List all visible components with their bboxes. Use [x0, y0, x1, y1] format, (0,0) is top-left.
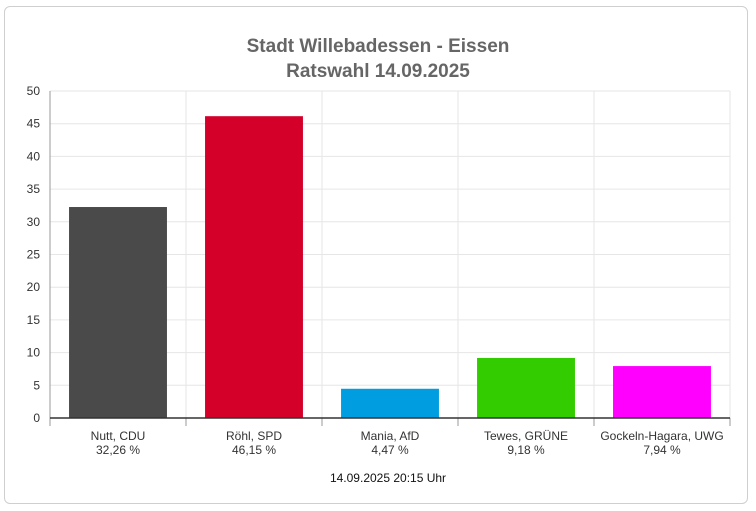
y-tick-label: 40	[27, 149, 41, 163]
y-tick-label: 45	[27, 117, 41, 131]
y-axis: 0 5 10 15 20 25 30 35 40 45 50	[27, 84, 51, 425]
y-tick-label: 10	[27, 346, 41, 360]
value-label: 9,18 %	[507, 443, 545, 457]
x-tick-label: Röhl, SPD	[226, 429, 282, 443]
y-tick-label: 15	[27, 313, 41, 327]
value-label: 7,94 %	[643, 443, 681, 457]
value-label: 32,26 %	[96, 443, 140, 457]
timestamp-footer: 14.09.2025 20:15 Uhr	[330, 471, 446, 485]
x-tick-label: Mania, AfD	[361, 429, 420, 443]
bar	[205, 116, 303, 418]
chart-subtitle: Ratswahl 14.09.2025	[286, 61, 470, 82]
bars	[69, 116, 711, 418]
value-label: 46,15 %	[232, 443, 276, 457]
y-tick-label: 0	[33, 411, 40, 425]
bar	[341, 388, 439, 418]
bar	[477, 357, 575, 418]
bar	[69, 207, 167, 418]
y-tick-label: 5	[33, 378, 40, 392]
x-tick-label: Nutt, CDU	[91, 429, 146, 443]
chart-title: Stadt Willebadessen - Eissen	[247, 36, 510, 57]
bar	[613, 366, 711, 418]
y-tick-label: 50	[27, 84, 41, 98]
x-tick-label: Gockeln-Hagara, UWG	[600, 429, 723, 443]
y-tick-label: 20	[27, 280, 41, 294]
y-tick-label: 25	[27, 248, 41, 262]
y-tick-label: 30	[27, 215, 41, 229]
value-label: 4,47 %	[371, 443, 409, 457]
y-tick-label: 35	[27, 182, 41, 196]
x-tick-label: Tewes, GRÜNE	[484, 429, 568, 443]
